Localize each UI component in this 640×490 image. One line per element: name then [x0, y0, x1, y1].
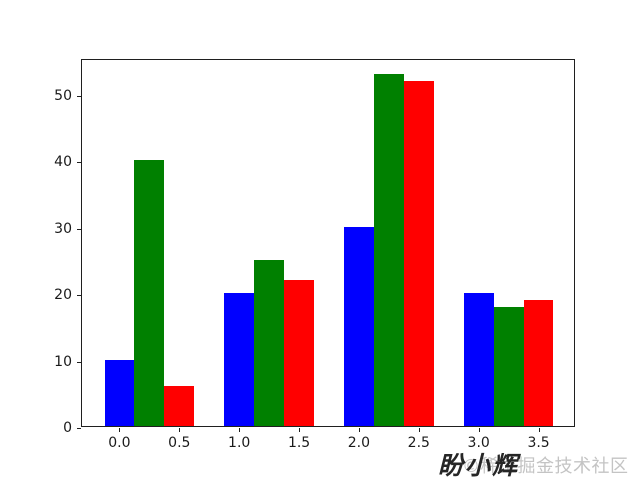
bar-blue-3 [463, 293, 494, 426]
x-tick-mark-2.0 [358, 428, 360, 432]
x-tick-label-1.0: 1.0 [228, 435, 251, 451]
watermark: ©稀土掘金技术社区 盼小辉 [438, 446, 638, 486]
y-tick-mark-30 [77, 228, 81, 230]
bar-blue-1 [224, 293, 255, 426]
x-tick-mark-0.5 [179, 428, 181, 432]
bar-blue-0 [104, 359, 135, 426]
plot-area: 0.0 0.5 1.0 1.5 2.0 2.5 3.0 3.5 0 10 20 30 40 50 [54, 59, 575, 451]
y-tick-label-20: 20 [54, 287, 72, 304]
x-tick-mark-1.0 [239, 428, 241, 432]
y-tick-mark-50 [77, 96, 81, 97]
y-tick-label-30: 30 [54, 220, 72, 237]
y-tick-label-10: 10 [54, 353, 72, 370]
x-tick-mark-3.5 [538, 428, 540, 432]
y-tick-label-0: 0 [63, 420, 72, 436]
bar-green-0 [134, 160, 165, 426]
y-tick-mark-10 [77, 361, 81, 363]
bar-green-1 [254, 260, 285, 426]
y-tick-label-50: 50 [54, 88, 72, 104]
x-tick-label-2.5: 2.5 [407, 435, 430, 451]
bar-green-3 [493, 306, 524, 426]
x-tick-label-0.0: 0.0 [108, 435, 131, 451]
bar-red-3 [523, 299, 554, 426]
bar-green-2 [373, 74, 404, 426]
bar-red-2 [403, 80, 434, 426]
watermark-author-text: 盼小辉 [438, 451, 520, 480]
y-tick-mark-0 [77, 428, 81, 429]
x-tick-mark-3.0 [478, 428, 480, 432]
x-tick-label-3.5: 3.5 [527, 435, 550, 451]
y-tick-mark-20 [77, 295, 81, 297]
x-tick-label-1.5: 1.5 [287, 435, 311, 451]
y-tick-mark-40 [77, 162, 81, 164]
y-tick-label-40: 40 [54, 154, 72, 171]
x-tick-mark-1.5 [299, 428, 301, 432]
bar-red-0 [164, 386, 195, 426]
x-tick-label-0.5: 0.5 [168, 435, 191, 451]
x-tick-mark-0.0 [119, 428, 121, 432]
bar-red-1 [284, 279, 314, 426]
x-tick-label-3.0: 3.0 [467, 435, 490, 451]
x-tick-mark-2.5 [418, 428, 420, 432]
watermark-community-text: ©稀土掘金技术社区 [462, 456, 629, 477]
bar-blue-2 [344, 226, 374, 426]
x-tick-label-2.0: 2.0 [347, 435, 371, 451]
